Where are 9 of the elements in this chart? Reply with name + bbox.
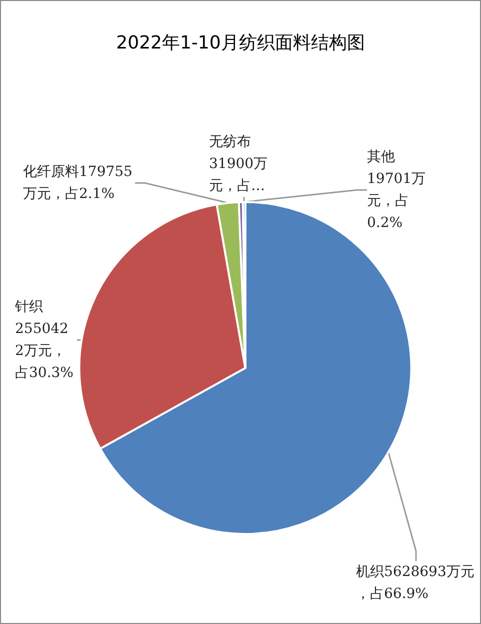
slice-label: 无纺布 — [209, 134, 251, 150]
chart-title: 2022年1-10月纺织面料结构图 — [116, 32, 365, 54]
slice-label: 化纤原料179755万元，占2.1% — [23, 164, 132, 202]
slice-label: 其他 — [367, 149, 395, 165]
slice-label: 针织 — [14, 299, 43, 315]
data-label: 2550422万元，占30.3% — [15, 321, 74, 381]
data-label: 31900万元，占… — [209, 156, 268, 194]
data-label: 19701万元，占0.2% — [367, 171, 426, 231]
slice-label: 机织5628693万元，占66.9% — [356, 564, 474, 602]
